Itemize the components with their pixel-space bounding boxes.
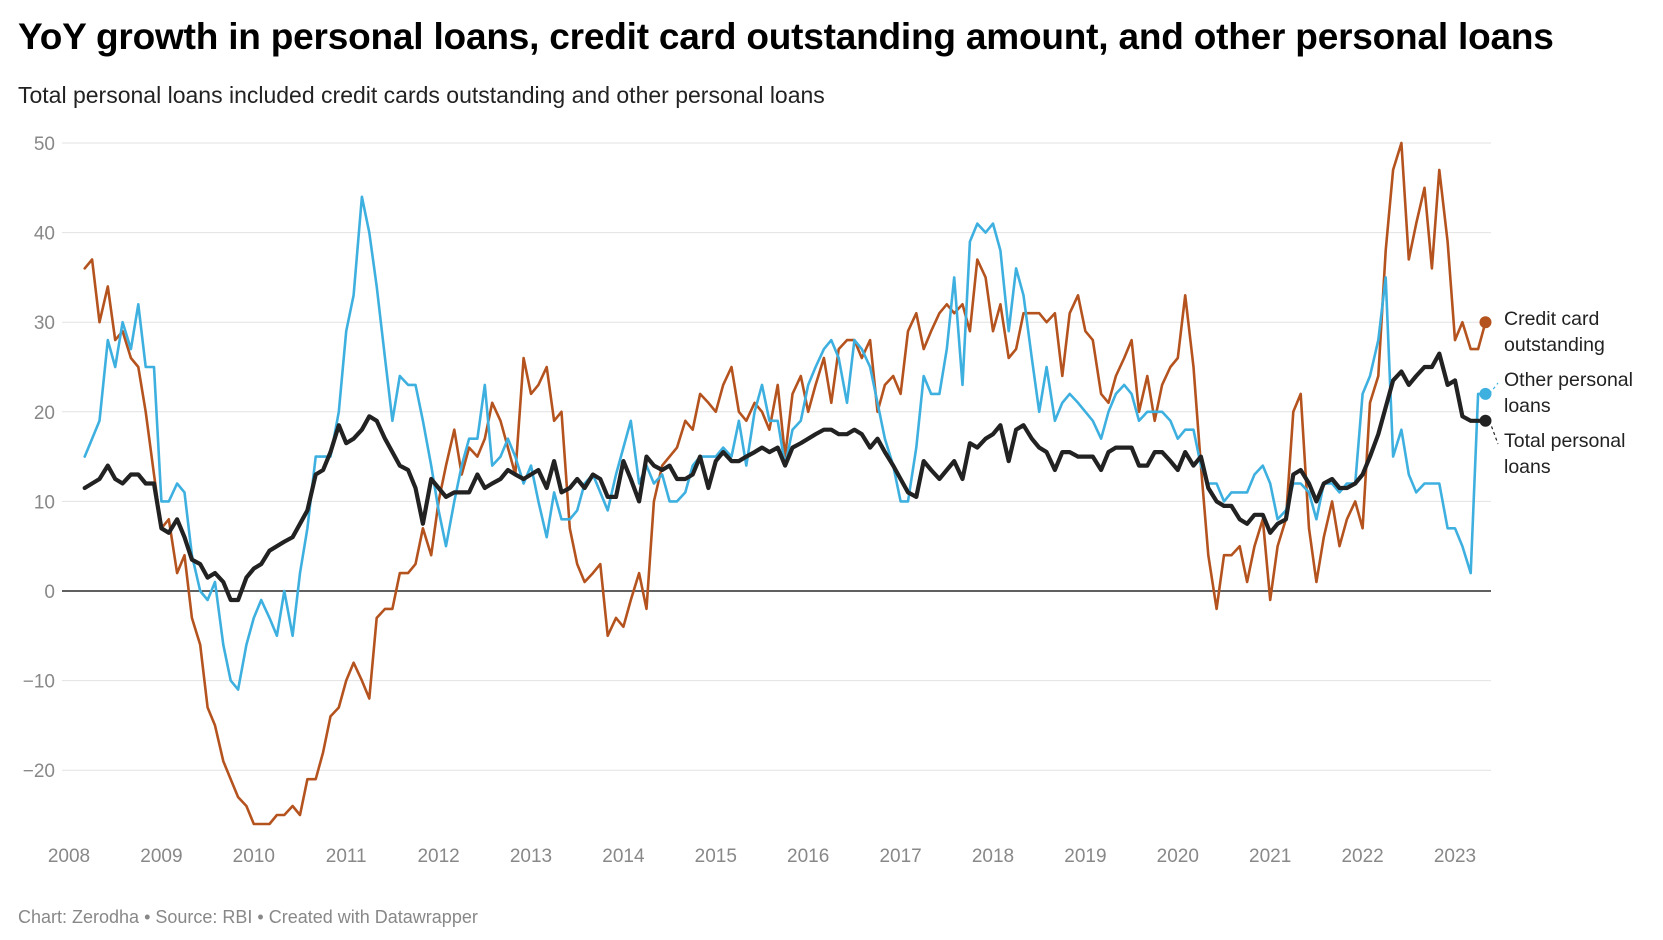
grid-lines bbox=[62, 142, 1491, 771]
x-tick-label: 2017 bbox=[879, 846, 921, 867]
x-tick-label: 2021 bbox=[1249, 846, 1291, 867]
other-personal-loans-line bbox=[83, 195, 1487, 691]
x-tick-label: 2018 bbox=[972, 846, 1014, 867]
y-axis-ticks: 50 40 30 20 10 0 −10 −20 bbox=[23, 134, 55, 782]
footer-credit: Chart: Zerodha bbox=[18, 907, 140, 927]
y-tick-label: 40 bbox=[34, 224, 55, 245]
x-tick-label: 2020 bbox=[1157, 846, 1199, 867]
total-personal-loans-line bbox=[82, 351, 1488, 603]
credit-card-line bbox=[83, 141, 1487, 826]
label-connector bbox=[1488, 420, 1499, 445]
x-tick-label: 2013 bbox=[510, 846, 552, 867]
y-tick-label: −10 bbox=[23, 672, 55, 693]
x-tick-label: 2014 bbox=[602, 846, 645, 867]
x-tick-label: 2022 bbox=[1341, 846, 1383, 867]
x-tick-label: 2023 bbox=[1434, 846, 1476, 867]
x-tick-label: 2009 bbox=[140, 846, 182, 867]
y-tick-label: 0 bbox=[44, 582, 55, 603]
x-tick-label: 2008 bbox=[48, 846, 90, 867]
chart-subtitle: Total personal loans included credit car… bbox=[18, 82, 825, 108]
x-axis-ticks: 2008 2009 2010 2011 2012 2013 2014 2015 2016 2017… bbox=[48, 846, 1476, 867]
x-tick-label: 2015 bbox=[695, 846, 737, 867]
x-tick-label: 2016 bbox=[787, 846, 829, 867]
x-tick-label: 2010 bbox=[233, 846, 275, 867]
series-label: Total personal loans bbox=[1504, 430, 1625, 478]
series-end-dot bbox=[1479, 316, 1492, 329]
y-tick-label: 20 bbox=[34, 403, 55, 424]
x-tick-label: 2012 bbox=[417, 846, 459, 867]
y-tick-label: 50 bbox=[34, 134, 55, 155]
y-tick-label: 10 bbox=[34, 492, 55, 513]
footer-tool: Created with Datawrapper bbox=[268, 907, 478, 927]
footer-source: Source: RBI bbox=[155, 907, 253, 927]
footer-separator: • bbox=[139, 907, 156, 927]
chart-footer: Chart: Zerodha • Source: RBI • Created w… bbox=[18, 907, 478, 928]
series-lines bbox=[82, 141, 1488, 826]
x-tick-label: 2019 bbox=[1064, 846, 1106, 867]
y-tick-label: 30 bbox=[34, 313, 55, 334]
series-end-dot bbox=[1479, 387, 1492, 400]
series-labels: Credit card outstanding Other personal loan… bbox=[1479, 308, 1633, 478]
series-end-dot bbox=[1479, 414, 1492, 427]
series-label: Credit card outstanding bbox=[1504, 308, 1605, 356]
x-tick-label: 2011 bbox=[326, 846, 367, 867]
chart-title: YoY growth in personal loans, credit car… bbox=[18, 16, 1554, 57]
footer-separator: • bbox=[252, 907, 269, 927]
series-label: Other personal loans bbox=[1504, 369, 1633, 417]
y-tick-label: −20 bbox=[23, 761, 55, 782]
